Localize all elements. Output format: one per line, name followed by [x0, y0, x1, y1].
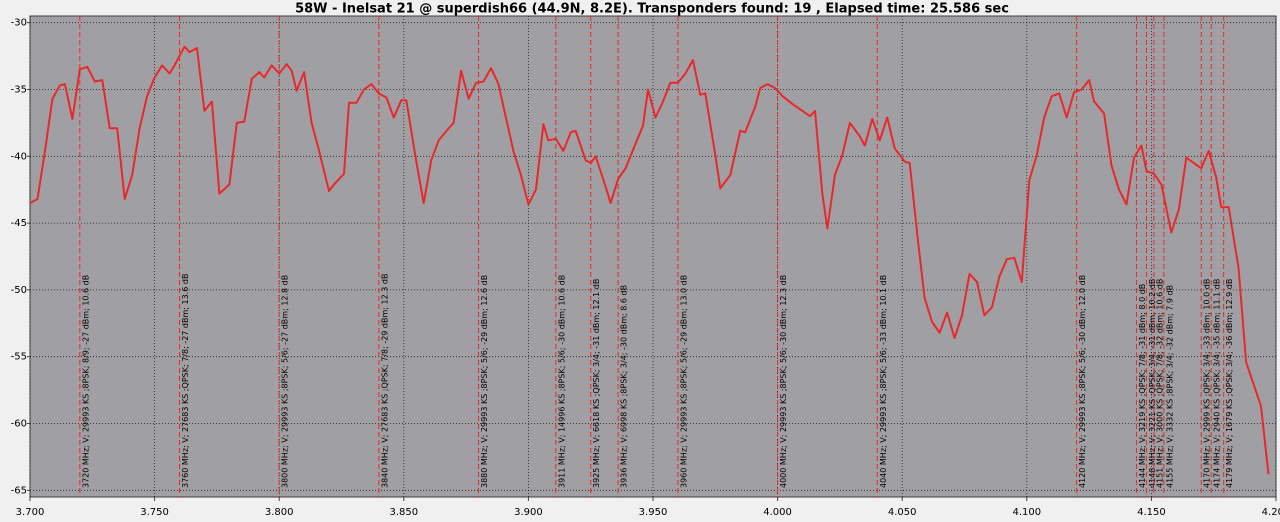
transponder-label: 4155 MHz; V; 3332 KS ;8PSK; 3/4; -32 dBm…: [1165, 285, 1174, 488]
y-tick-label: -45: [11, 218, 27, 229]
x-tick-label: 3.750: [140, 507, 169, 518]
x-tick-label: 3.900: [514, 507, 543, 518]
x-tick-label: 3.700: [16, 507, 45, 518]
transponder-label: 4120 MHz; V; 29993 KS ;8PSK; 5/6; -30 dB…: [1078, 275, 1087, 488]
transponder-label: 4040 MHz; V; 29993 KS ;8PSK; 5/6; -33 dB…: [879, 275, 888, 488]
transponder-label: 3840 MHz; V; 27683 KS ;QPSK; 7/8; -29 dB…: [380, 274, 389, 488]
transponder-label: 3936 MHz; V; 6998 KS ;8PSK; 3/4; -30 dBm…: [620, 285, 629, 488]
transponder-label: 3925 MHz; V; 6618 KS ;QPSK; 3/4; -31 dBm…: [592, 279, 601, 488]
transponder-label: 4170 MHz; V; 2999 KS ;QPSK; 3/4; -33 dBm…: [1203, 279, 1212, 488]
x-tick-label: 4.150: [1137, 507, 1166, 518]
transponder-label: 4148 MHz; V; 3221 KS ;QPSK; 3/4; -31 dBm…: [1148, 279, 1157, 488]
chart-title: 58W - Inelsat 21 @ superdish66 (44.9N, 8…: [295, 2, 1009, 17]
x-tick-label: 3.850: [389, 507, 418, 518]
transponder-label: 3800 MHz; V; 29993 KS ;8PSK; 5/6; -27 dB…: [281, 275, 290, 488]
y-tick-label: -40: [11, 151, 27, 162]
spectrum-line: [29, 45, 1270, 475]
x-tick-label: 4.100: [1012, 507, 1041, 518]
transponder-label: 4174 MHz; V; 2940 KS ;QPSK; 3/4; -35 dBm…: [1213, 279, 1222, 488]
transponder-label: 3720 MHz; V; 29993 KS ;8PSK; 8/9; -27 dB…: [81, 275, 90, 488]
x-tick-label: 3.950: [639, 507, 668, 518]
transponder-label: 4151 MHz; V; 3000 KS ;QPSK; 7/8; -32 dBm…: [1155, 279, 1164, 488]
x-tick-label: 3.800: [265, 507, 294, 518]
x-tick-label: 4.050: [888, 507, 917, 518]
y-tick-label: -55: [11, 352, 27, 363]
y-tick-label: -60: [11, 419, 27, 430]
y-tick-label: -65: [11, 485, 27, 496]
transponder-label: 3880 MHz; V; 29993 KS ;8PSK; 5/6; -29 dB…: [480, 275, 489, 488]
y-tick-label: -50: [11, 285, 27, 296]
transponder-label: 4179 MHz; V; 1679 KS ;QPSK; 3/4; -36 dBm…: [1225, 279, 1234, 488]
transponder-label: 3760 MHz; V; 27683 KS ;QPSK; 7/8; -27 dB…: [181, 274, 190, 488]
x-tick-label: 4.000: [763, 507, 792, 518]
y-tick-label: -35: [11, 84, 27, 95]
transponder-label: 4144 MHz; V; 3219 KS ;QPSK; 7/8; -31 dBm…: [1138, 284, 1147, 488]
transponder-label: 3960 MHz; V; 29993 KS ;8PSK; 5/6; -29 dB…: [679, 275, 688, 488]
transponder-label: 4000 MHz; V; 29993 KS ;8PSK; 5/6; -30 dB…: [779, 275, 788, 488]
x-tick-label: 4.200: [1262, 507, 1280, 518]
y-tick-label: -30: [11, 18, 27, 29]
transponder-label: 3911 MHz; V; 14996 KS ;8PSK; 5/6; -30 dB…: [557, 275, 566, 488]
